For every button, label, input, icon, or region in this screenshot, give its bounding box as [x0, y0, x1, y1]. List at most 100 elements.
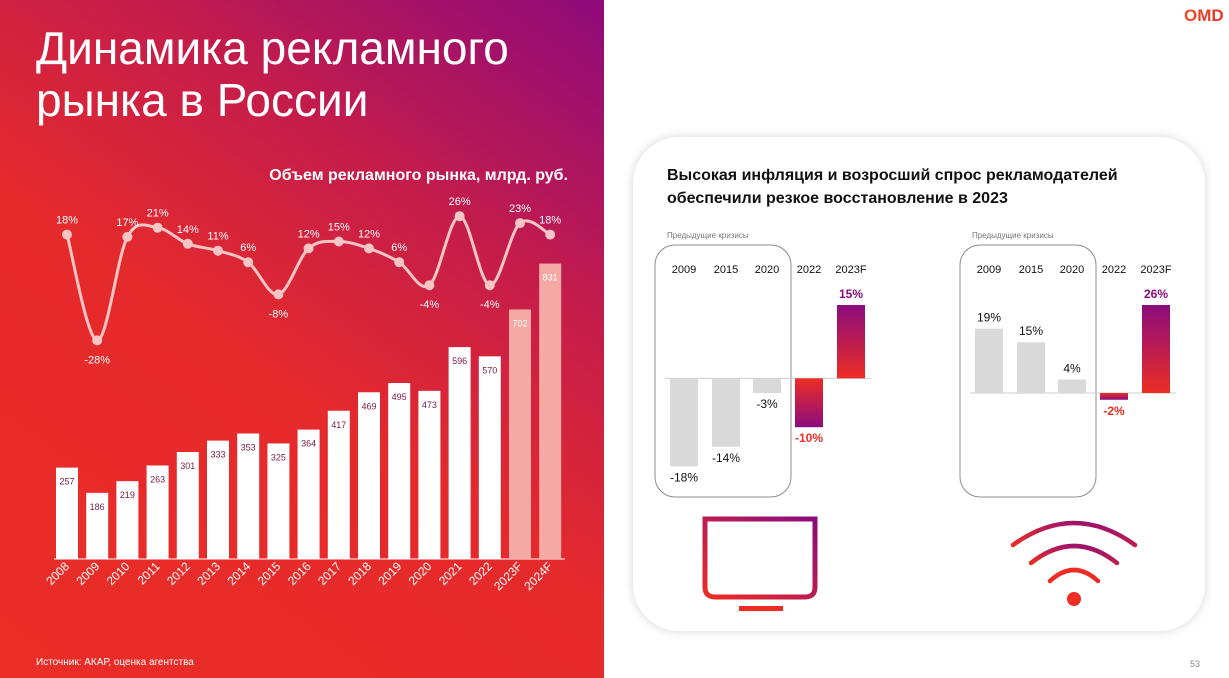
growth-point-2011 [152, 222, 163, 233]
ad-market-volume-chart: 257 2008 186 2009 219 2010 263 2011 301 2012 333 20… [43, 196, 565, 593]
growth-point-2009 [92, 335, 103, 346]
bar-value-label: 495 [392, 392, 407, 402]
growth-label: 12% [358, 228, 380, 240]
bar-2015 [1017, 342, 1045, 393]
bar-value-label: 596 [452, 356, 467, 366]
growth-label: 6% [391, 242, 407, 254]
left-panel: Динамика рекламного рынка в России Объем… [0, 0, 604, 678]
page-title: Динамика рекламного рынка в России [36, 22, 509, 126]
x-tick-label: 2013 [194, 559, 223, 588]
page-number: 53 [1190, 659, 1201, 669]
source-note: Источник: АКАР, оценка агентства [36, 657, 194, 668]
bar-value-label: 325 [271, 452, 286, 462]
previous-crises-bracket [654, 244, 792, 498]
bar-2009 [670, 378, 698, 467]
card-title: Высокая инфляция и возросший спрос рекла… [667, 167, 1118, 207]
growth-point-2019 [394, 257, 405, 268]
growth-label: -4% [480, 299, 500, 311]
previous-crises-label: Предыдущие кризисы [667, 231, 749, 240]
growth-label: 17% [116, 217, 138, 229]
x-tick-label: 2014 [225, 559, 254, 588]
bar-2024F [539, 263, 562, 559]
growth-point-2022 [484, 280, 495, 291]
growth-point-2013 [213, 245, 223, 256]
category-label: 2015 [714, 264, 738, 276]
x-tick-label: 2024F [521, 559, 555, 593]
growth-label: 18% [539, 215, 561, 227]
bar-2018 [358, 392, 380, 559]
category-label: 2023F [1140, 264, 1171, 276]
growth-label: 26% [449, 196, 471, 208]
value-label: -3% [756, 397, 778, 411]
bar-value-label: 257 [59, 477, 74, 487]
category-label: 2022 [797, 264, 821, 276]
growth-point-2008 [62, 229, 72, 240]
category-label: 2009 [672, 264, 696, 276]
chart-title: Объем рекламного рынка, млрд. руб. [269, 167, 568, 184]
category-label: 2023F [835, 264, 866, 276]
bar-value-label: 353 [241, 443, 256, 453]
bar-value-label: 301 [180, 461, 195, 471]
value-label: -10% [795, 431, 823, 445]
x-tick-label: 2009 [74, 559, 103, 588]
growth-point-2021 [454, 211, 465, 222]
bar-2010 [116, 481, 139, 559]
previous-crises-bracket [959, 244, 1097, 498]
growth-point-2010 [122, 231, 133, 242]
bar-value-label: 570 [482, 365, 497, 375]
x-tick-label: 2021 [436, 559, 465, 588]
growth-label: -8% [269, 308, 289, 320]
previous-crises-label: Предыдущие кризисы [972, 231, 1054, 240]
growth-label: 12% [298, 228, 320, 240]
bar-2017 [327, 410, 350, 559]
bar-2020 [1058, 379, 1086, 393]
category-label: 2015 [1019, 264, 1043, 276]
bar-2023F [509, 309, 531, 559]
growth-point-2024F [545, 229, 556, 240]
growth-label: -28% [84, 354, 110, 366]
x-tick-label: 2016 [285, 559, 314, 588]
growth-label: 6% [240, 242, 256, 254]
bar-value-label: 186 [90, 502, 105, 512]
x-tick-label: 2015 [255, 559, 284, 588]
bar-2016 [297, 429, 320, 559]
growth-point-2023F [515, 218, 525, 229]
bar-value-label: 702 [512, 318, 527, 328]
bar-value-label: 469 [361, 401, 376, 411]
bar-2008 [56, 467, 78, 559]
bar-2014 [237, 433, 260, 559]
value-label: 4% [1063, 361, 1081, 375]
growth-point-2012 [182, 238, 193, 249]
value-label: -2% [1103, 404, 1125, 418]
growth-point-2016 [303, 243, 314, 254]
bar-2015 [267, 443, 290, 559]
bar-2009 [86, 492, 109, 559]
bar-value-label: 364 [301, 439, 316, 449]
bar-2020 [753, 378, 781, 393]
x-tick-label: 2019 [376, 559, 405, 588]
x-tick-label: 2012 [164, 559, 193, 588]
category-label: 2009 [977, 264, 1001, 276]
x-tick-label: 2010 [104, 559, 133, 588]
x-tick-label: 2011 [135, 559, 163, 587]
logo-text: ОМD [1184, 6, 1223, 25]
value-label: -14% [712, 451, 740, 465]
growth-point-2018 [364, 243, 374, 254]
value-label: 15% [839, 287, 863, 301]
bar-2012 [176, 451, 199, 559]
category-label: 2020 [755, 264, 779, 276]
bar-2021 [448, 347, 471, 559]
growth-label: 18% [56, 215, 78, 227]
x-tick-label: 2008 [43, 559, 72, 588]
growth-label: 14% [177, 224, 199, 236]
growth-point-2014 [243, 257, 254, 268]
growth-label: 23% [509, 203, 531, 215]
internet-growth-chart: Предыдущие кризисы 2009 19% 2015 15% 2020 4% 20… [959, 231, 1176, 498]
growth-point-2015 [273, 289, 284, 300]
growth-label: 15% [328, 222, 350, 234]
bar-2022 [1100, 393, 1128, 400]
bar-value-label: 831 [543, 273, 558, 283]
bar-2022 [478, 356, 501, 559]
x-tick-label: 2018 [345, 559, 374, 588]
x-tick-label: 2023F [491, 559, 525, 593]
